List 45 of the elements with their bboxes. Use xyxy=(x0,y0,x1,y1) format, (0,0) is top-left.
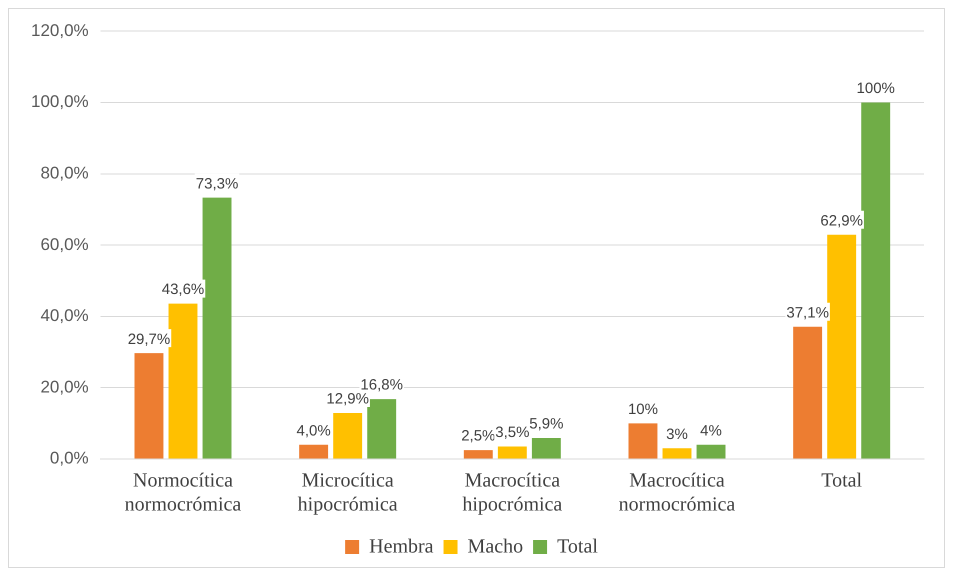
bar xyxy=(168,304,198,458)
data-label: 12,9% xyxy=(326,390,369,408)
bar xyxy=(628,423,658,458)
x-tick-label: Microcítica hipocrómica xyxy=(298,469,398,516)
y-tick-label: 20,0% xyxy=(40,377,89,396)
legend-label: Hembra xyxy=(369,535,434,558)
data-label: 2,5% xyxy=(461,428,496,445)
data-label: 4% xyxy=(700,422,722,440)
bar xyxy=(367,399,396,458)
y-tick-label: 0,0% xyxy=(50,448,89,468)
bar xyxy=(498,446,527,458)
bar xyxy=(464,450,493,458)
bar xyxy=(662,448,692,458)
y-tick-label: 120,0% xyxy=(30,20,89,40)
data-label: 29,7% xyxy=(128,330,170,348)
data-label: 4,0% xyxy=(296,422,331,440)
bar xyxy=(134,353,164,458)
legend-label: Macho xyxy=(468,535,524,558)
data-label: 10% xyxy=(628,400,658,418)
data-label: 16,8% xyxy=(360,376,403,394)
bar xyxy=(532,438,561,458)
data-label: 100% xyxy=(856,80,895,98)
data-label: 62,9% xyxy=(820,212,863,230)
data-label: 3,5% xyxy=(495,424,530,442)
data-label: 5,9% xyxy=(529,416,564,433)
bar xyxy=(861,102,890,458)
bar xyxy=(202,198,232,458)
data-label: 3% xyxy=(666,426,688,443)
y-tick-label: 100,0% xyxy=(30,92,89,112)
y-tick-label: 60,0% xyxy=(40,234,89,254)
y-tick-label: 40,0% xyxy=(40,306,89,326)
bar xyxy=(793,326,822,458)
bar xyxy=(827,234,856,458)
x-tick-label: Macrocítica normocrómica xyxy=(618,469,736,516)
data-label: 73,3% xyxy=(196,175,238,192)
bar xyxy=(696,444,726,458)
bar xyxy=(333,413,362,458)
bar xyxy=(299,444,328,458)
data-label: 37,1% xyxy=(786,304,829,322)
y-tick-label: 80,0% xyxy=(40,163,89,182)
data-label: 43,6% xyxy=(162,281,204,298)
x-tick-label: Normocítica normocrómica xyxy=(124,469,242,516)
x-tick-label: Macrocítica hipocrómica xyxy=(462,469,562,516)
x-tick-label: Total xyxy=(821,469,863,492)
legend-label: Total xyxy=(557,535,598,558)
